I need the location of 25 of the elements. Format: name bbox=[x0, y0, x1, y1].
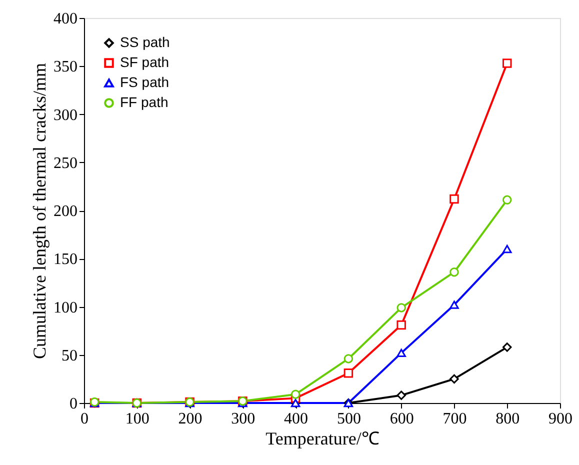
x-tick-label: 600 bbox=[390, 410, 414, 428]
y-tick-label: 250 bbox=[54, 154, 78, 172]
x-axis-title: Temperature/℃ bbox=[266, 428, 380, 448]
x-tick-label: 400 bbox=[284, 410, 308, 428]
legend-label: FS path bbox=[120, 74, 170, 90]
y-tick-label: 50 bbox=[62, 347, 78, 364]
y-tick-label: 300 bbox=[54, 106, 78, 124]
y-tick-label: 0 bbox=[70, 396, 78, 412]
y-tick-label: 200 bbox=[54, 203, 78, 220]
legend-label: FF path bbox=[120, 94, 168, 110]
x-tick-label: 500 bbox=[336, 410, 361, 428]
y-tick-label: 350 bbox=[54, 58, 78, 76]
x-tick-label: 800 bbox=[496, 410, 520, 428]
x-tick-label: 100 bbox=[125, 410, 150, 428]
x-tick-label: 0 bbox=[80, 410, 88, 428]
x-tick-label: 200 bbox=[178, 410, 202, 428]
y-tick-label: 400 bbox=[54, 10, 78, 28]
x-tick-label: 300 bbox=[231, 410, 256, 428]
x-tick-label: 700 bbox=[442, 410, 467, 428]
y-tick-label: 150 bbox=[54, 251, 78, 268]
y-axis-title: Cumulative length of thermal cracks/mm bbox=[30, 63, 50, 359]
legend-label: SS path bbox=[120, 34, 170, 50]
x-tick-label: 900 bbox=[548, 410, 572, 428]
y-tick-label: 100 bbox=[54, 299, 78, 316]
legend-label: SF path bbox=[120, 54, 170, 70]
